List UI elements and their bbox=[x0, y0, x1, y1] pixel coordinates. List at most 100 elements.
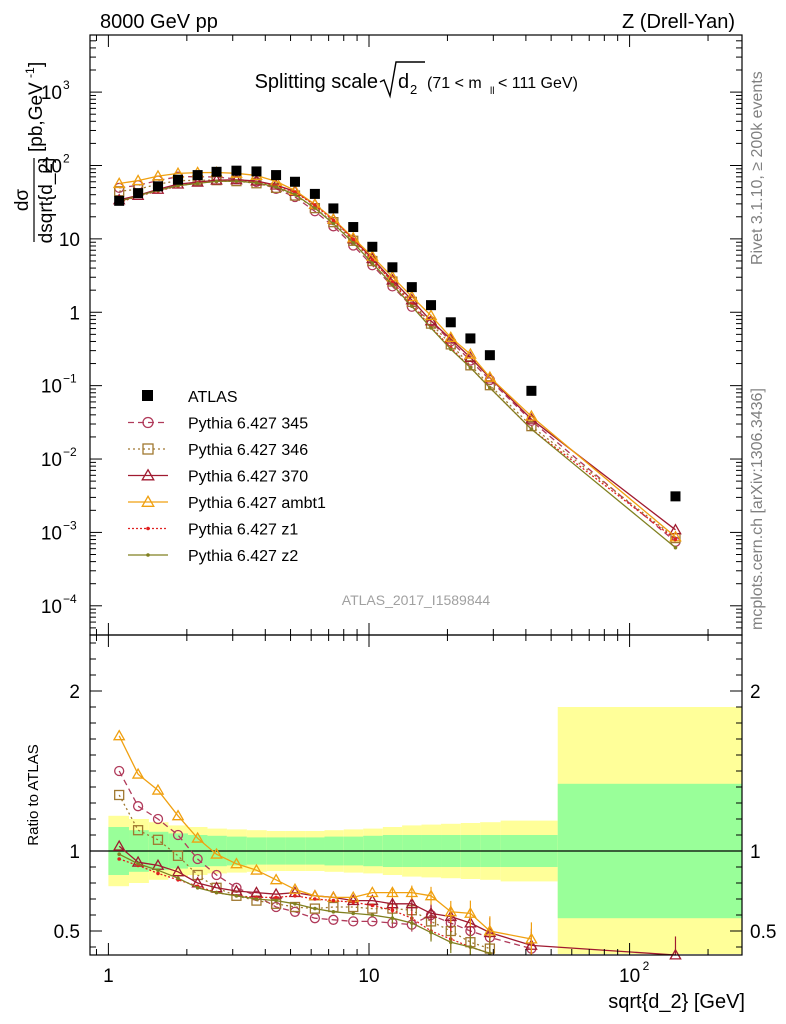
ratio-point-s3-17 bbox=[444, 905, 458, 917]
ratio-point-s0-0 bbox=[114, 765, 125, 777]
y-tick-label-1: 10 bbox=[41, 156, 62, 177]
ratio-point-s0-12 bbox=[348, 916, 359, 927]
ratio-point-s0-6 bbox=[231, 882, 242, 893]
ratio-point-s1-0 bbox=[114, 789, 125, 801]
ratio-point-s5-5 bbox=[214, 890, 219, 895]
ratio-point-s1-3 bbox=[172, 850, 184, 861]
top-point-s5-16 bbox=[429, 326, 433, 330]
ratio-series-line-4 bbox=[118, 858, 491, 955]
y-axis-top-unit-end: ] bbox=[26, 62, 47, 67]
ratio-tick-label-right-2: 0.5 bbox=[750, 922, 776, 943]
ratio-point-s5-3 bbox=[176, 876, 180, 880]
ratio-point-s3-8 bbox=[269, 873, 283, 885]
atlas-point-21 bbox=[670, 491, 681, 502]
ratio-point-s4-2 bbox=[156, 871, 160, 876]
atlas-point-10 bbox=[309, 188, 320, 199]
x-tick-label-2: 10 bbox=[619, 966, 640, 987]
ratio-point-s1-2 bbox=[152, 834, 164, 845]
atlas-point-5 bbox=[211, 166, 222, 177]
ratio-point-s3-18 bbox=[464, 906, 477, 918]
ratio-point-s0-3 bbox=[172, 829, 184, 841]
plot-title-main: Splitting scale bbox=[255, 71, 378, 93]
ratio-point-s2-21 bbox=[669, 948, 682, 960]
ratio-point-s3-2 bbox=[151, 783, 165, 795]
ratio-tick-label-right-1: 1 bbox=[750, 842, 761, 863]
atlas-point-16 bbox=[426, 300, 437, 311]
atlas-point-7 bbox=[251, 166, 262, 177]
top-point-s4-21 bbox=[673, 537, 678, 542]
ratio-point-s5-18 bbox=[468, 945, 473, 949]
ratio-point-s1-1 bbox=[132, 825, 144, 836]
ratio-point-s5-15 bbox=[410, 921, 414, 925]
plot-title-symbol: d bbox=[398, 71, 409, 93]
top-point-s3-0 bbox=[112, 177, 126, 189]
top-point-s2-4 bbox=[191, 175, 204, 187]
top-point-s5-13 bbox=[370, 261, 375, 265]
top-point-s5-12 bbox=[351, 240, 356, 245]
plot-title-range: (71 < m bbox=[427, 75, 482, 92]
top-point-s5-15 bbox=[410, 304, 414, 308]
ratio-point-s5-9 bbox=[293, 902, 297, 906]
ratio-point-s3-4 bbox=[191, 831, 204, 843]
ratio-point-s5-8 bbox=[274, 898, 278, 903]
atlas-point-3 bbox=[173, 174, 184, 185]
ratio-point-s3-0 bbox=[112, 729, 126, 741]
y-axis-top-unit: [pb,GeV bbox=[26, 82, 47, 152]
ratio-point-s2-16 bbox=[424, 906, 438, 918]
ratio-point-s4-0 bbox=[117, 857, 121, 861]
ratio-point-s3-19 bbox=[483, 924, 497, 936]
atlas-point-2 bbox=[152, 181, 163, 192]
ratio-point-s3-5 bbox=[210, 847, 223, 859]
ratio-point-s2-15 bbox=[405, 897, 419, 909]
ratio-series-layer bbox=[112, 729, 682, 960]
top-point-s5-7 bbox=[254, 180, 259, 185]
top-point-s3-1 bbox=[131, 174, 145, 186]
atlas-point-18 bbox=[465, 333, 476, 344]
top-point-s5-17 bbox=[448, 347, 453, 351]
y-axis-top-denominator: dsqrt{d_2} bbox=[36, 157, 57, 244]
rivet-label: Rivet 3.1.10, ≥ 200k events bbox=[749, 71, 766, 265]
ratio-point-s4-9 bbox=[293, 894, 297, 898]
top-point-s3-16 bbox=[424, 309, 438, 321]
y-tick-label-4: 10 bbox=[41, 377, 62, 398]
legend-label-0: Pythia 6.427 345 bbox=[188, 416, 308, 433]
ratio-series-line-5 bbox=[118, 853, 491, 955]
atlas-point-4 bbox=[192, 170, 203, 181]
y-tick-label-sup-4: −1 bbox=[63, 372, 77, 386]
atlas-point-19 bbox=[484, 350, 495, 361]
top-point-s4-11 bbox=[331, 218, 336, 223]
y-axis-label-ratio: Ratio to ATLAS bbox=[25, 744, 42, 845]
ratio-point-s5-17 bbox=[448, 940, 453, 944]
top-point-s5-14 bbox=[390, 282, 395, 287]
ratio-point-s3-14 bbox=[386, 886, 399, 898]
ratio-point-s5-12 bbox=[351, 911, 356, 916]
sqrt-symbol bbox=[379, 61, 425, 99]
legend-label-2: Pythia 6.427 370 bbox=[188, 469, 308, 486]
top-point-s5-21 bbox=[673, 545, 678, 550]
y-tick-label-sup-6: −3 bbox=[63, 518, 77, 532]
ratio-point-s3-13 bbox=[366, 886, 379, 898]
top-point-s4-13 bbox=[370, 258, 375, 262]
mcplots-label: mcplots.cern.ch [arXiv:1306.3436] bbox=[749, 388, 766, 630]
ratio-point-s4-8 bbox=[274, 895, 278, 900]
top-series-line-5 bbox=[119, 180, 676, 549]
legend-marker-0 bbox=[142, 416, 154, 429]
y-tick-label-3: 1 bbox=[69, 303, 80, 324]
legend-marker-3 bbox=[141, 494, 155, 507]
top-point-s5-4 bbox=[195, 181, 200, 186]
atlas-point-12 bbox=[348, 222, 359, 233]
y-axis-top-numerator: dσ bbox=[12, 189, 33, 212]
legend-label-4: Pythia 6.427 z1 bbox=[188, 522, 298, 539]
top-point-s5-18 bbox=[468, 365, 473, 370]
top-series-line-0 bbox=[119, 176, 676, 543]
ratio-point-s0-13 bbox=[367, 916, 378, 927]
ratio-point-s3-3 bbox=[171, 809, 185, 821]
atlas-point-1 bbox=[133, 188, 144, 199]
top-point-s4-12 bbox=[351, 237, 356, 242]
top-point-s2-8 bbox=[269, 178, 283, 190]
ratio-point-s0-11 bbox=[328, 914, 339, 925]
y-tick-label-6: 10 bbox=[41, 523, 62, 544]
legend-atlas-marker bbox=[142, 390, 153, 401]
ratio-point-s5-7 bbox=[254, 897, 259, 901]
atlas-point-0 bbox=[114, 195, 125, 206]
